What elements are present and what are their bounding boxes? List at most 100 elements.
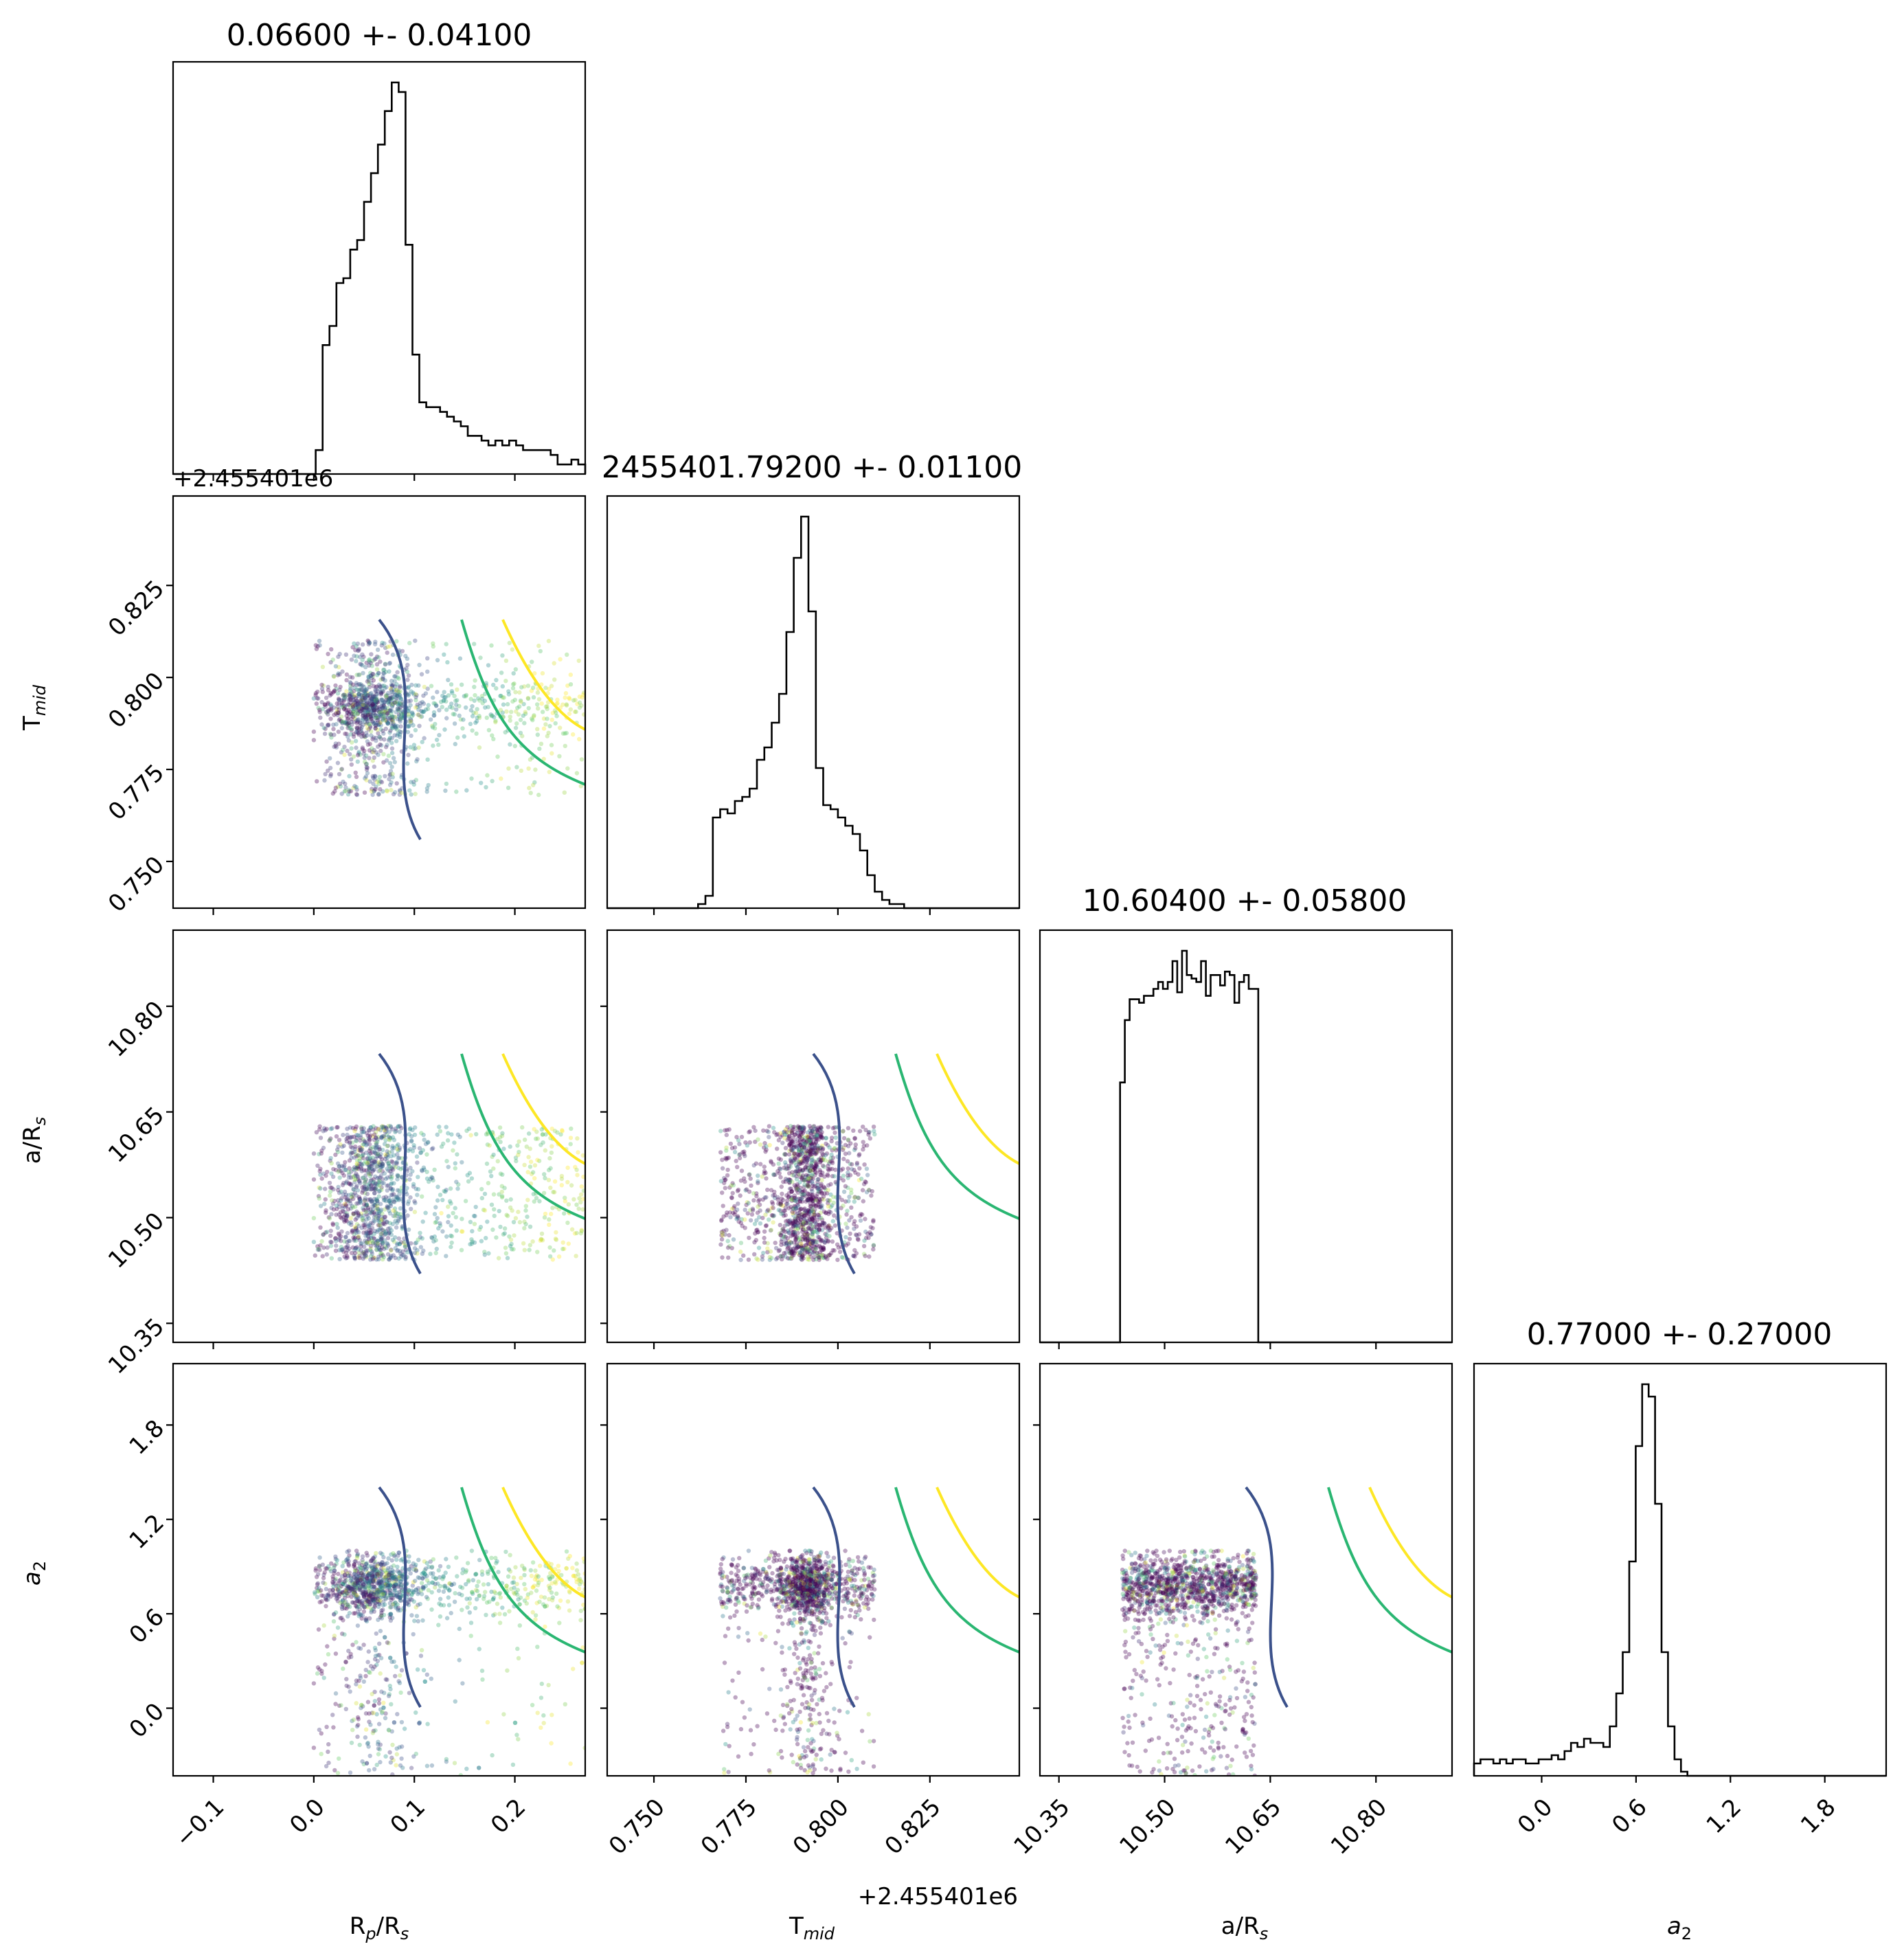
scatter-point [367, 723, 373, 729]
scatter-point [348, 691, 353, 697]
scatter-point [523, 710, 528, 714]
scatter-point [872, 1129, 876, 1134]
scatter-point [364, 701, 369, 706]
scatter-point [795, 1155, 800, 1160]
scatter-point [405, 1213, 410, 1218]
scatter-point [330, 1202, 336, 1206]
scatter-point [800, 1224, 805, 1229]
scatter-point [580, 695, 585, 700]
scatter-point [387, 782, 393, 787]
scatter-point [777, 1171, 782, 1176]
scatter-point [867, 1188, 872, 1193]
scatter-point [728, 1215, 733, 1219]
scatter-point [738, 1152, 743, 1157]
scatter-point [357, 723, 363, 729]
scatter-point [387, 1208, 392, 1213]
scatter-point [794, 1188, 800, 1193]
scatter-point [388, 708, 393, 713]
scatter-point [414, 1240, 419, 1245]
scatter-point [381, 1124, 386, 1129]
scatter-point [803, 1247, 808, 1252]
scatter-point [375, 1243, 380, 1248]
scatter-point [803, 1136, 808, 1140]
scatter-point [345, 717, 350, 722]
scatter-point [522, 1567, 527, 1572]
scatter-point [369, 1236, 374, 1241]
scatter-point [326, 768, 330, 774]
scatter-point [843, 1184, 848, 1189]
scatter-point [387, 1163, 392, 1169]
scatter-point [365, 742, 371, 747]
scatter-point [343, 719, 348, 725]
scatter-point [448, 1186, 453, 1191]
scatter-point [581, 1174, 585, 1180]
scatter-point [747, 1189, 752, 1194]
scatter-point [743, 1208, 747, 1213]
scatter-point [721, 1228, 726, 1234]
scatter-point [364, 1212, 370, 1217]
scatter-point [350, 1125, 356, 1131]
scatter-point [363, 1168, 369, 1173]
scatter-point [385, 1149, 389, 1154]
scatter-point [371, 1177, 376, 1182]
scatter-point [813, 1239, 818, 1243]
scatter-point [356, 1175, 361, 1180]
scatter-point [846, 1199, 851, 1204]
scatter-point [363, 1196, 367, 1201]
scatter-point [341, 703, 346, 708]
scatter-point [387, 708, 392, 714]
scatter-point [494, 1235, 499, 1240]
scatter-point [809, 1208, 814, 1214]
scatter-point [769, 1213, 775, 1218]
scatter-point [334, 1167, 339, 1173]
scatter-point [386, 697, 391, 701]
scatter-point [398, 684, 403, 688]
scatter-point [373, 697, 378, 701]
scatter-point [378, 1128, 383, 1133]
scatter-point [343, 703, 348, 708]
scatter-point [361, 695, 365, 701]
scatter-point [374, 1215, 378, 1220]
scatter-point [343, 1202, 348, 1207]
scatter-point [351, 698, 356, 703]
scatter-point [326, 723, 330, 728]
scatter-point [339, 1164, 344, 1169]
scatter-point [366, 1228, 372, 1232]
scatter-point [378, 1234, 383, 1240]
scatter-point [786, 1134, 791, 1139]
scatter-point [826, 1253, 831, 1258]
scatter-point [817, 1254, 822, 1260]
scatter-point [376, 1206, 381, 1211]
scatter-point [808, 1241, 813, 1246]
scatter-point [724, 1213, 729, 1218]
scatter-point [395, 723, 400, 729]
scatter-point [800, 1243, 805, 1248]
scatter-point [720, 1166, 725, 1171]
scatter-point [793, 1206, 799, 1210]
scatter-point [346, 1170, 352, 1175]
scatter-point [383, 1176, 389, 1182]
scatter-point [812, 1143, 817, 1148]
scatter-point [797, 1207, 802, 1213]
scatter-point [335, 673, 341, 677]
scatter-point [311, 1151, 317, 1156]
scatter-point [813, 1148, 817, 1153]
scatter-point [378, 690, 383, 695]
scatter-point [396, 1236, 401, 1241]
scatter-point [828, 1182, 833, 1187]
scatter-point [539, 741, 544, 747]
scatter-point [846, 1170, 850, 1175]
scatter-point [381, 668, 386, 673]
scatter-point [317, 1169, 322, 1174]
scatter-point [374, 713, 379, 719]
scatter-point [547, 769, 552, 774]
scatter-point [806, 1197, 811, 1203]
scatter-point [495, 1137, 500, 1142]
scatter-point [376, 1134, 381, 1140]
scatter-point [420, 1251, 425, 1256]
scatter-point [329, 1206, 334, 1210]
scatter-point [364, 1240, 370, 1245]
scatter-point [420, 1194, 424, 1199]
scatter-point [377, 1227, 383, 1232]
scatter-point [819, 1186, 824, 1191]
